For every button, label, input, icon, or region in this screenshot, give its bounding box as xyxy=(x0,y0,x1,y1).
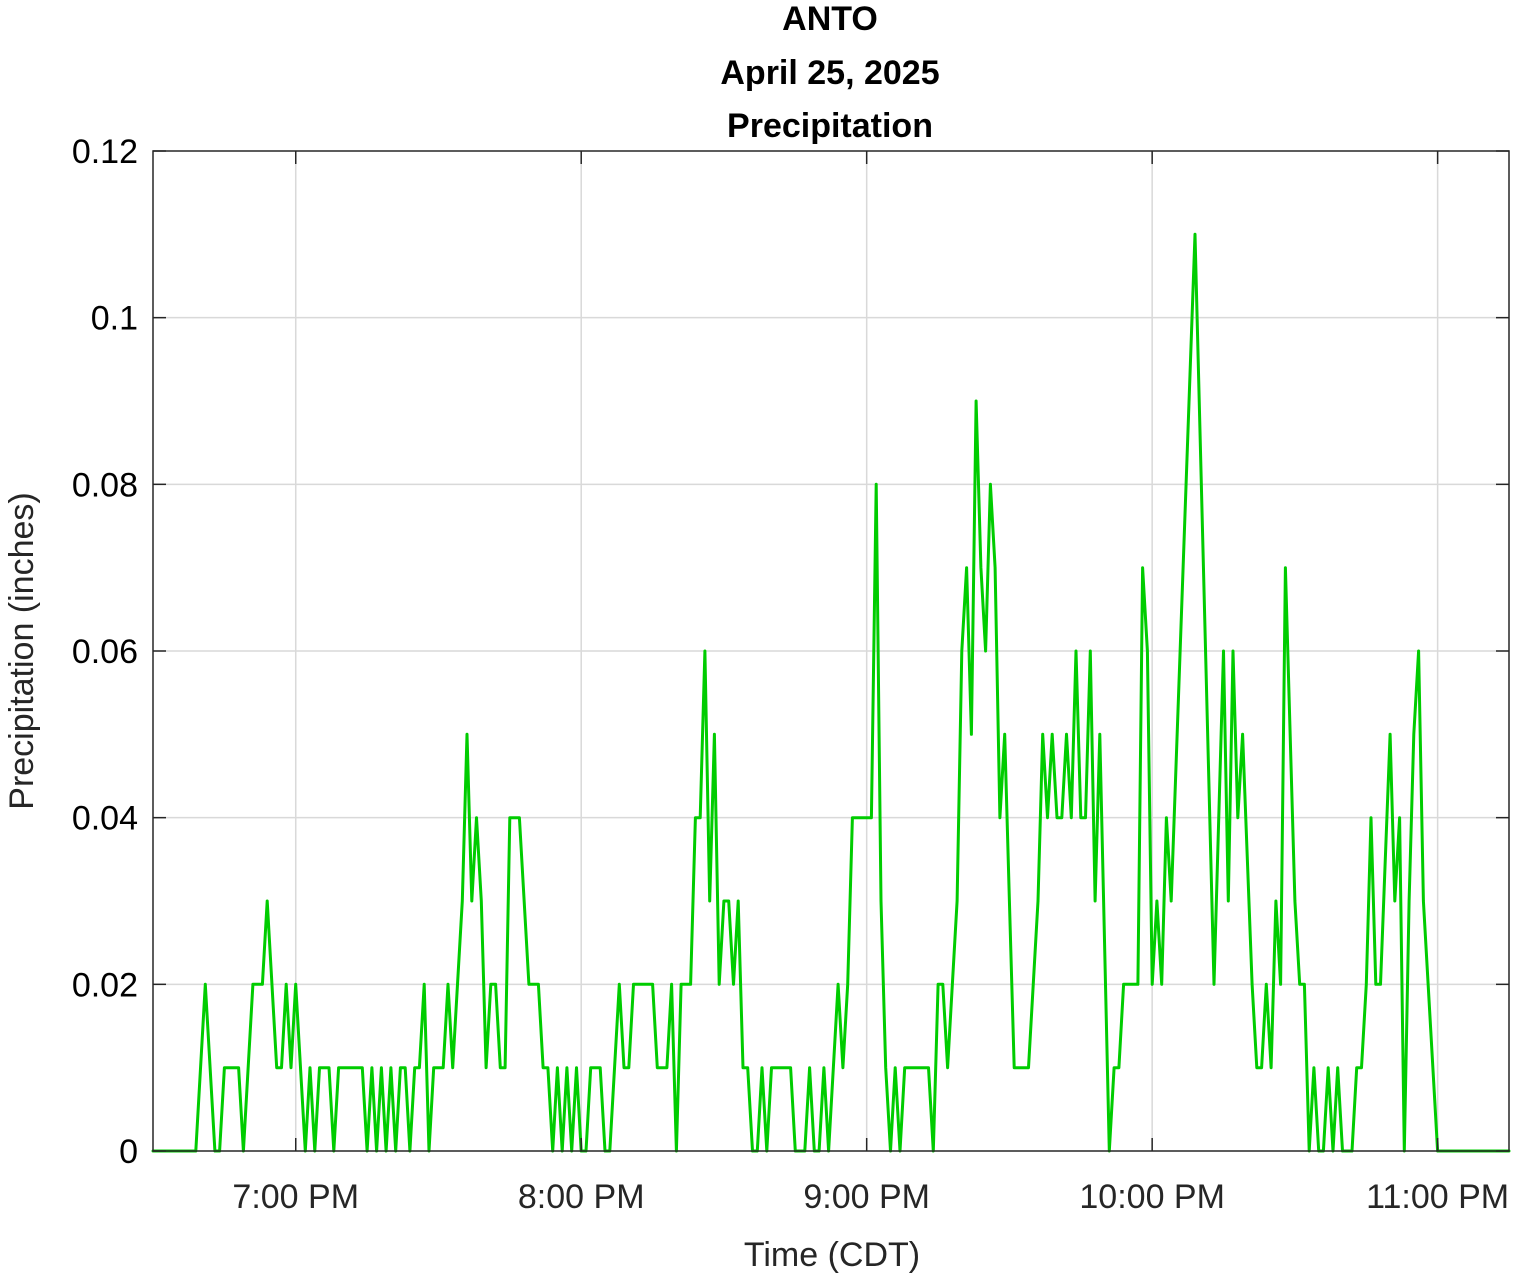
x-tick-label: 11:00 PM xyxy=(1366,1178,1509,1216)
title-line-variable: Precipitation xyxy=(727,107,933,145)
series-layer xyxy=(151,232,1511,1153)
x-axis-label: Time (CDT) xyxy=(744,1236,920,1274)
y-axis-label: Precipitation (inches) xyxy=(3,492,41,809)
chart-title: ANTO April 25, 2025 Precipitation xyxy=(720,0,939,145)
x-tick-label: 9:00 PM xyxy=(803,1178,930,1216)
y-tick-label: 0.08 xyxy=(72,466,138,504)
y-tick-label: 0.1 xyxy=(91,300,138,338)
grid-layer xyxy=(153,151,1509,1151)
x-tick-label: 8:00 PM xyxy=(518,1178,645,1216)
precipitation-series-line xyxy=(151,232,1511,1153)
x-tick-label: 7:00 PM xyxy=(232,1178,359,1216)
axes-layer xyxy=(152,150,1510,1152)
tick-label-layer: 7:00 PM 8:00 PM 9:00 PM 10:00 PM 11:00 PM 0 0.… xyxy=(72,133,1509,1216)
x-tick-label: 10:00 PM xyxy=(1079,1178,1225,1216)
y-tick-label: 0.12 xyxy=(72,133,138,171)
y-tick-label: 0.04 xyxy=(72,800,138,838)
title-line-station: ANTO xyxy=(782,0,878,38)
y-tick-label: 0.02 xyxy=(72,966,138,1004)
title-line-date: April 25, 2025 xyxy=(720,54,939,92)
y-tick-label: 0 xyxy=(119,1133,138,1171)
plot-frame xyxy=(152,150,1510,1152)
y-tick-label: 0.06 xyxy=(72,633,138,671)
